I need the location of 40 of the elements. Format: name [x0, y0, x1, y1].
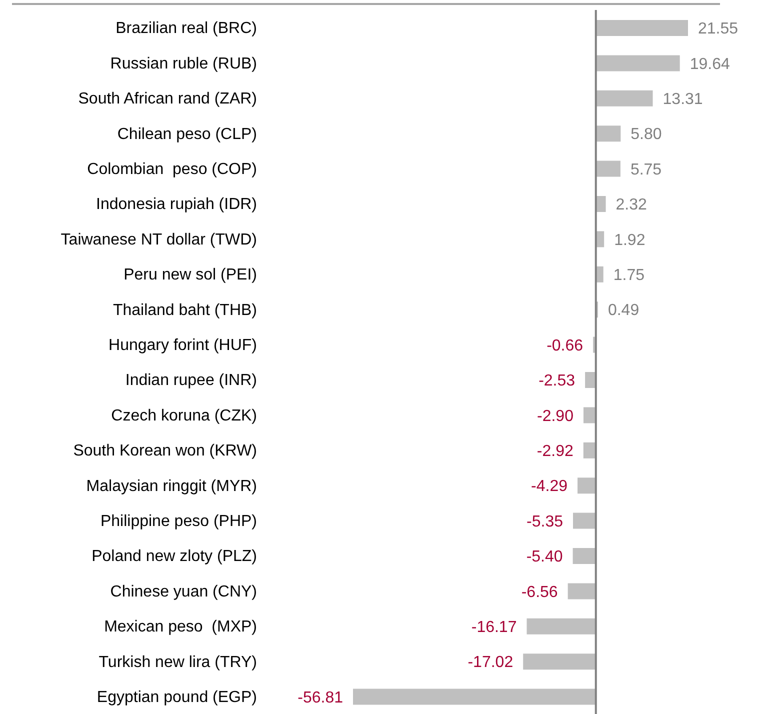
y-tick-label: Russian ruble (RUB)	[110, 55, 257, 72]
data-label: -0.66	[546, 337, 584, 354]
data-label: -2.90	[537, 408, 574, 425]
y-tick-label: Taiwanese NT dollar (TWD)	[60, 231, 257, 248]
data-label: 0.49	[608, 302, 640, 320]
data-label: 21.55	[698, 20, 738, 38]
y-tick-label: Chilean peso (CLP)	[117, 126, 257, 143]
data-label: 5.80	[630, 126, 662, 144]
y-tick-label: Turkish new lira (TRY)	[98, 654, 257, 671]
data-label: 5.75	[630, 161, 662, 178]
data-label: 19.64	[690, 56, 730, 73]
y-tick-label: Colombian peso (COP)	[87, 161, 257, 178]
y-tick-label: Hungary forint (HUF)	[108, 337, 257, 354]
y-tick-label: Poland new zloty (PLZ)	[92, 548, 257, 566]
y-tick-label: Mexican peso (MXP)	[104, 618, 257, 636]
y-tick-label: Czech koruna (CZK)	[111, 407, 257, 424]
y-tick-label: Peru new sol (PEI)	[124, 266, 257, 284]
y-tick-label: Egyptian pound (EGP)	[96, 689, 257, 706]
y-tick-label: Philippine peso (PHP)	[100, 513, 257, 530]
y-tick-label: South Korean won (KRW)	[73, 442, 257, 460]
data-label: -2.92	[536, 443, 574, 460]
data-label: -56.81	[298, 689, 344, 706]
data-label: 1.75	[613, 267, 645, 284]
y-tick-label: Malaysian ringgit (MYR)	[86, 478, 257, 495]
data-label: -17.02	[468, 654, 514, 672]
data-label: -16.17	[471, 619, 517, 636]
data-label: -5.40	[526, 548, 563, 566]
y-tick-label: Chinese yuan (CNY)	[110, 583, 257, 600]
y-tick-label: Indian rupee (INR)	[125, 372, 257, 390]
data-label: -5.35	[526, 513, 564, 530]
data-label: 2.32	[616, 196, 648, 214]
data-label: -4.29	[531, 478, 568, 496]
y-tick-label: Thailand baht (THB)	[112, 302, 257, 319]
y-tick-label: South African rand (ZAR)	[78, 90, 257, 108]
data-label: -2.53	[538, 372, 576, 390]
y-tick-label: Brazilian real (BRC)	[116, 20, 257, 38]
data-label: -6.56	[521, 584, 558, 601]
data-label: 13.31	[662, 91, 703, 108]
data-label: 1.92	[614, 232, 646, 249]
y-tick-label: Indonesia rupiah (IDR)	[96, 196, 257, 214]
